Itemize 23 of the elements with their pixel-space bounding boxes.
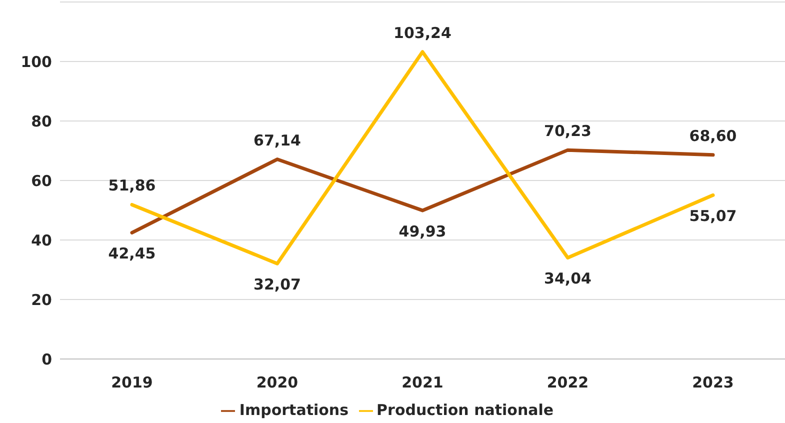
x-tick-label: 2019 [111, 374, 153, 392]
data-label: 42,45 [108, 244, 156, 263]
data-label: 103,24 [394, 24, 452, 42]
data-label: 70,23 [544, 122, 592, 140]
y-tick-label: 80 [31, 112, 52, 130]
legend-label: Production nationale [376, 401, 554, 419]
data-label: 32,07 [254, 276, 301, 294]
data-label: 68,60 [689, 126, 737, 145]
data-label: 51,86 [108, 176, 156, 195]
data-label: 55,07 [689, 207, 737, 226]
x-tick-label: 2023 [692, 374, 734, 392]
data-label: 34,04 [544, 270, 592, 288]
x-tick-label: 2021 [402, 374, 444, 392]
x-tick-label: 2020 [256, 374, 298, 392]
y-tick-label: 60 [31, 172, 52, 190]
data-label: 49,93 [398, 222, 446, 240]
y-tick-label: 20 [31, 290, 52, 309]
y-tick-label: 100 [20, 52, 52, 71]
x-tick-label: 2022 [546, 374, 589, 392]
y-tick-label: 40 [31, 231, 52, 250]
data-label: 67,14 [254, 131, 301, 150]
legend-label: Importations [239, 401, 349, 419]
y-tick-label: 0 [42, 350, 52, 368]
